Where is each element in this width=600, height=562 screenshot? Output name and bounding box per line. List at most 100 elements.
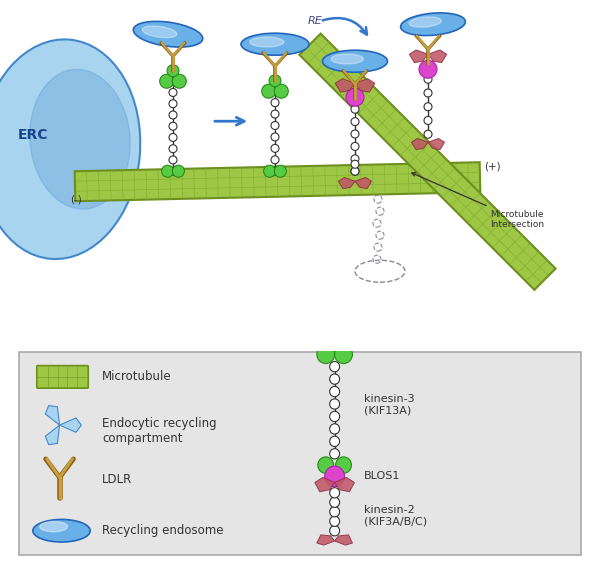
Circle shape — [169, 111, 177, 119]
Circle shape — [271, 121, 279, 129]
Circle shape — [424, 89, 432, 97]
Circle shape — [167, 65, 179, 76]
Text: kinesin-3
(KIF13A): kinesin-3 (KIF13A) — [364, 394, 415, 415]
Polygon shape — [409, 50, 428, 63]
Circle shape — [169, 77, 177, 85]
Polygon shape — [412, 138, 428, 149]
Circle shape — [424, 103, 432, 111]
Circle shape — [329, 411, 340, 422]
Polygon shape — [355, 178, 371, 189]
Polygon shape — [299, 34, 556, 290]
Circle shape — [160, 74, 174, 88]
Ellipse shape — [40, 522, 67, 532]
FancyBboxPatch shape — [19, 352, 581, 555]
Circle shape — [335, 457, 352, 473]
Circle shape — [351, 167, 359, 175]
Circle shape — [329, 516, 340, 527]
Circle shape — [263, 165, 275, 177]
Circle shape — [419, 60, 437, 78]
Circle shape — [169, 156, 177, 164]
Circle shape — [351, 142, 359, 151]
Circle shape — [329, 387, 340, 397]
Ellipse shape — [0, 39, 140, 259]
Circle shape — [271, 144, 279, 152]
Text: (-): (-) — [70, 194, 82, 204]
Circle shape — [161, 165, 173, 177]
Text: Microtubule: Microtubule — [102, 370, 172, 383]
Circle shape — [329, 436, 340, 446]
Circle shape — [271, 99, 279, 107]
Circle shape — [351, 105, 359, 113]
Circle shape — [274, 84, 289, 98]
Circle shape — [274, 165, 286, 177]
Polygon shape — [46, 406, 59, 425]
Circle shape — [169, 133, 177, 142]
Circle shape — [169, 122, 177, 130]
Circle shape — [329, 374, 340, 384]
Circle shape — [335, 345, 352, 364]
Circle shape — [351, 117, 359, 126]
Circle shape — [169, 167, 177, 175]
Circle shape — [346, 88, 364, 106]
Ellipse shape — [241, 33, 309, 55]
Polygon shape — [317, 535, 335, 545]
Circle shape — [351, 130, 359, 138]
Polygon shape — [59, 418, 82, 432]
Circle shape — [329, 424, 340, 434]
Circle shape — [169, 145, 177, 153]
Ellipse shape — [33, 519, 90, 542]
Ellipse shape — [30, 69, 130, 209]
Polygon shape — [335, 477, 355, 492]
Ellipse shape — [323, 50, 388, 72]
Polygon shape — [338, 178, 355, 189]
Polygon shape — [315, 477, 335, 492]
Circle shape — [262, 84, 276, 98]
Polygon shape — [428, 50, 446, 63]
Ellipse shape — [409, 17, 442, 27]
Polygon shape — [46, 425, 59, 445]
Circle shape — [329, 361, 340, 372]
Text: Microtubule
Intersection: Microtubule Intersection — [412, 173, 544, 229]
Polygon shape — [335, 79, 355, 92]
Polygon shape — [335, 535, 352, 545]
Ellipse shape — [142, 26, 177, 38]
Circle shape — [317, 345, 335, 364]
Circle shape — [169, 99, 177, 108]
Ellipse shape — [331, 54, 364, 64]
Circle shape — [351, 167, 359, 175]
Circle shape — [318, 457, 334, 473]
Circle shape — [424, 116, 432, 124]
FancyBboxPatch shape — [37, 366, 88, 388]
Circle shape — [329, 488, 340, 498]
Circle shape — [172, 74, 187, 88]
Text: (+): (+) — [484, 161, 500, 171]
Circle shape — [351, 155, 359, 163]
Circle shape — [271, 167, 279, 175]
Ellipse shape — [401, 13, 466, 35]
Circle shape — [325, 466, 344, 487]
Ellipse shape — [250, 37, 284, 47]
Circle shape — [351, 160, 359, 168]
Circle shape — [271, 133, 279, 141]
Circle shape — [271, 156, 279, 164]
Circle shape — [169, 88, 177, 97]
Text: LDLR: LDLR — [102, 473, 133, 486]
Circle shape — [271, 110, 279, 118]
Text: kinesin-2
(KIF3A/B/C): kinesin-2 (KIF3A/B/C) — [364, 505, 427, 526]
Circle shape — [327, 332, 343, 348]
Circle shape — [329, 448, 340, 459]
Circle shape — [329, 506, 340, 517]
Text: RE: RE — [308, 16, 323, 26]
Circle shape — [329, 525, 340, 536]
Ellipse shape — [133, 21, 203, 47]
Polygon shape — [355, 79, 375, 92]
Circle shape — [269, 75, 281, 87]
Text: ERC: ERC — [18, 128, 49, 142]
Text: Recycling endosome: Recycling endosome — [102, 524, 224, 537]
Circle shape — [424, 75, 432, 83]
Circle shape — [172, 165, 184, 177]
Circle shape — [329, 497, 340, 507]
Circle shape — [424, 130, 432, 138]
Circle shape — [271, 87, 279, 95]
Circle shape — [329, 399, 340, 409]
